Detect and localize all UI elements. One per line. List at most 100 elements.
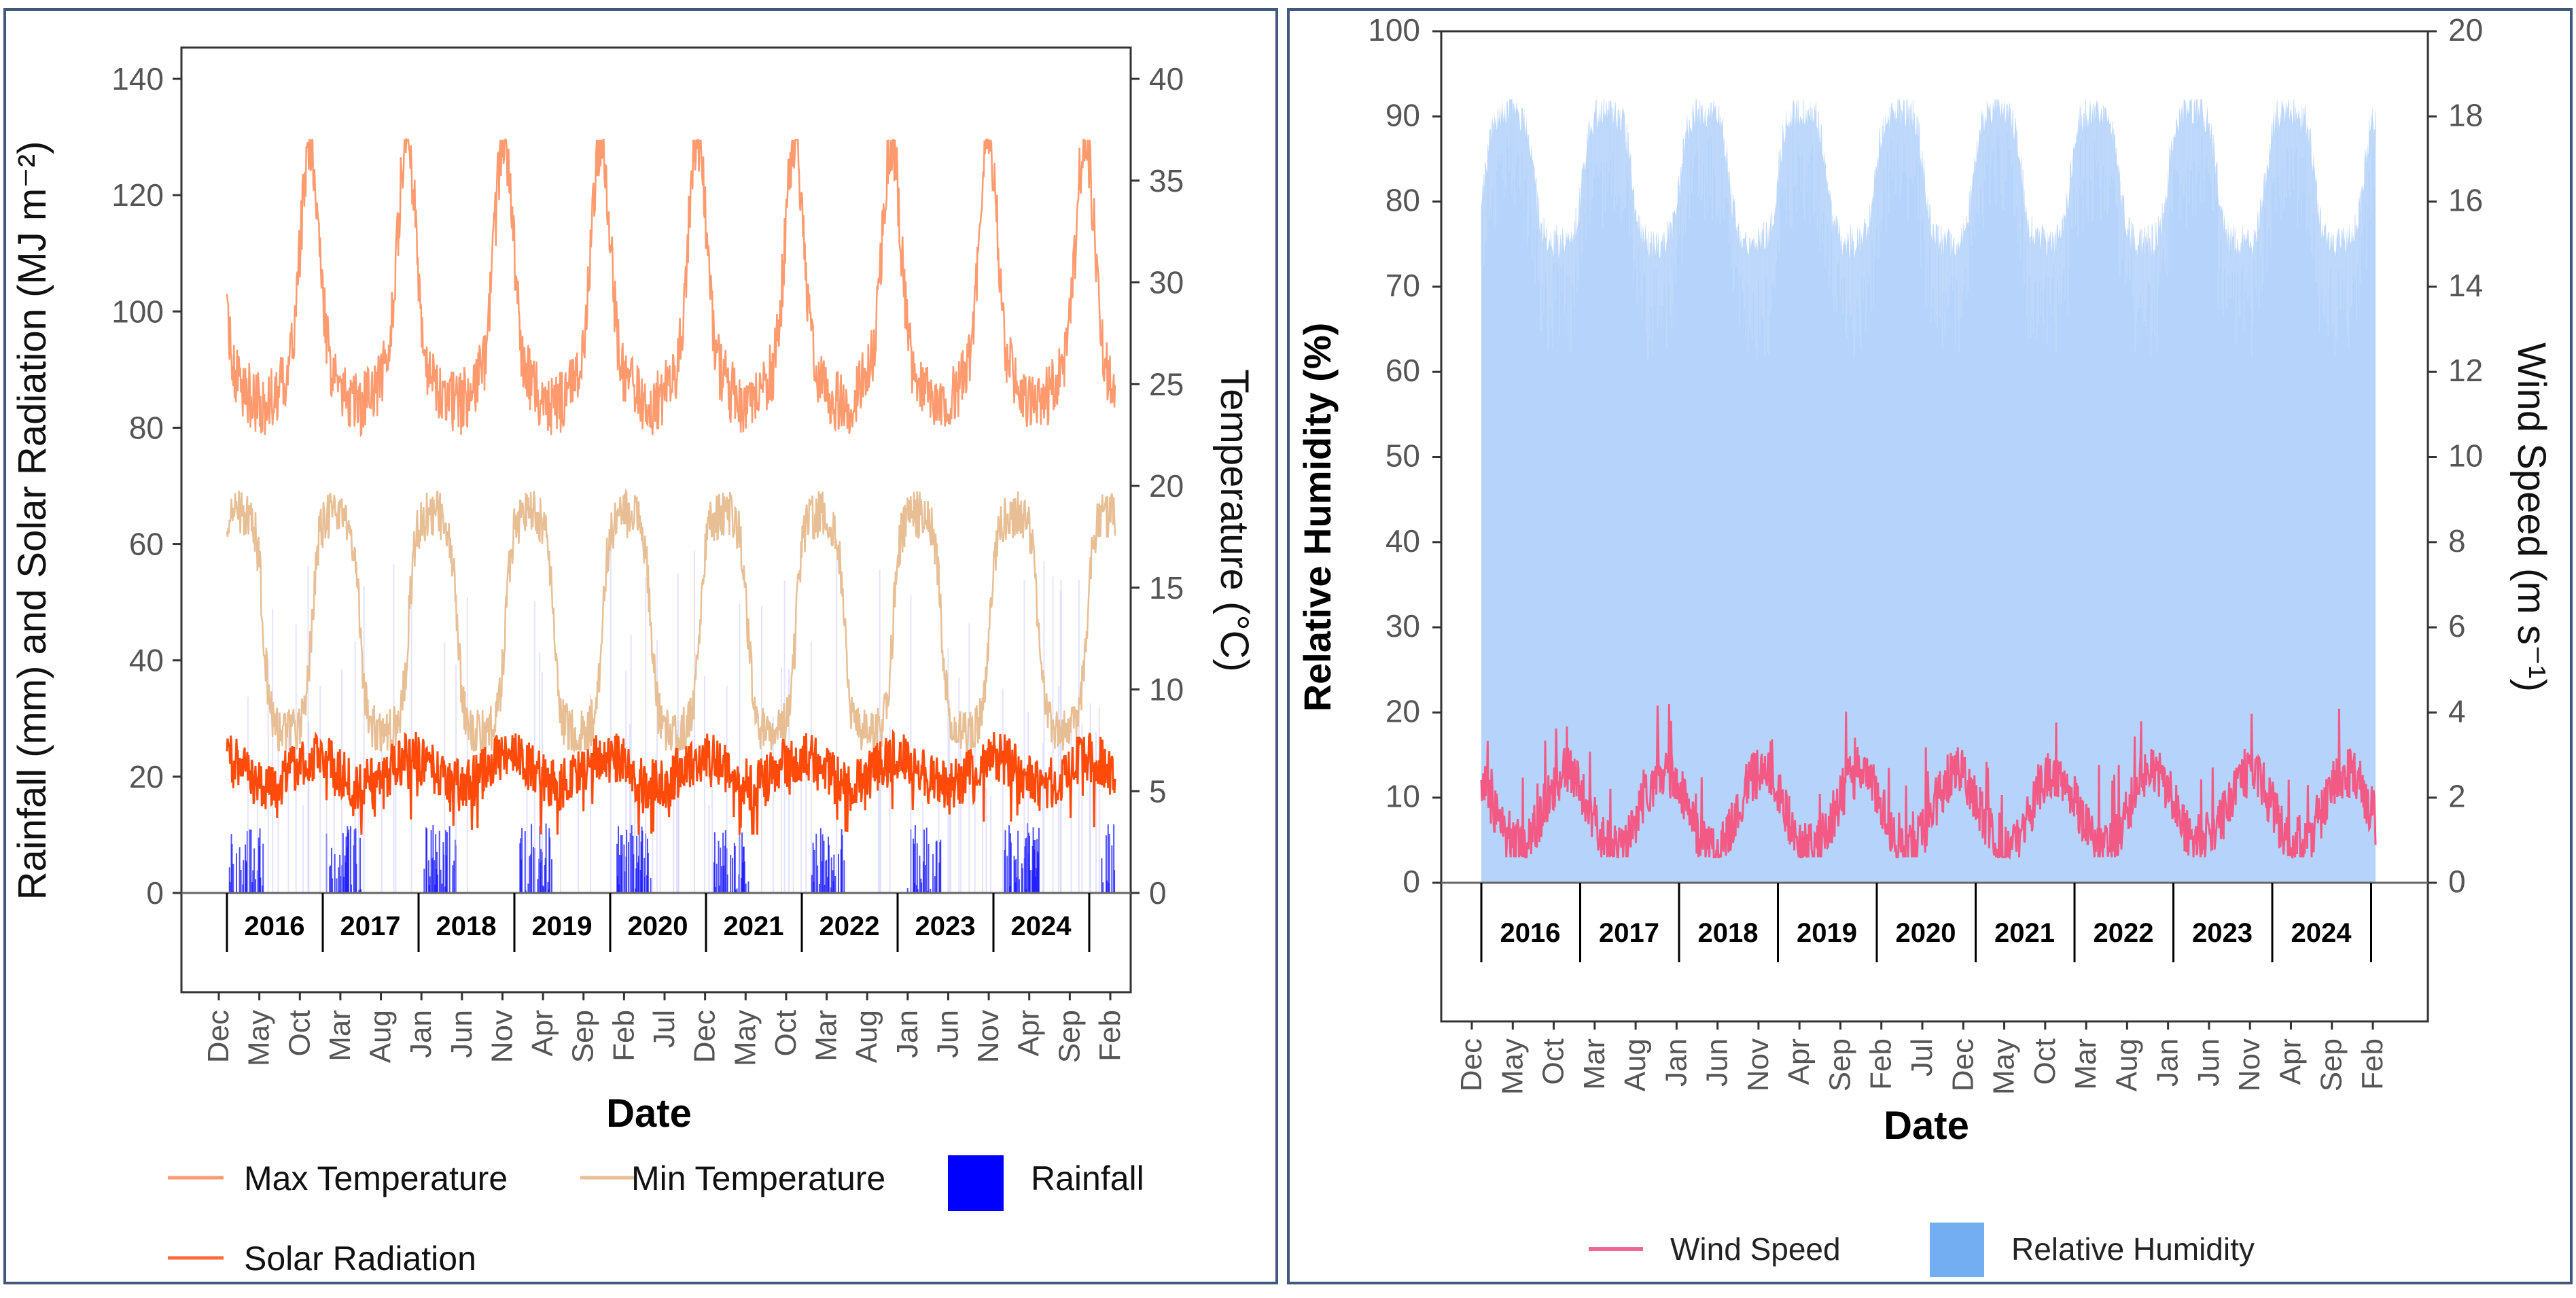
x-tick-label: Jan [404,1010,438,1058]
x-tick-label: Feb [1865,1038,1898,1090]
x-tick-label: Mar [810,1010,843,1062]
x-tick-label: Jul [648,1010,681,1048]
x-tick-label: Nov [1742,1038,1775,1091]
left-ytick-label: 60 [129,527,164,562]
wind-ytick-label: 4 [2448,693,2466,729]
year-label: 2017 [340,911,401,941]
wind-ytick-label: 0 [2448,864,2466,899]
x-tick-label: Aug [2110,1038,2143,1091]
legend-label-max-temperature: Max Temperature [244,1159,508,1197]
year-label: 2020 [628,911,688,941]
rh-ytick-label: 100 [1368,12,1420,48]
year-label: 2018 [436,911,497,941]
max-temperature-line [226,137,1116,438]
x-tick-label: Jun [2192,1038,2225,1087]
left-chart-panel: 0 20 40 60 80 100 120 140 0 5 10 15 20 25 30 35 40 2016… [3,8,1278,1284]
x-axis-title: Date [1884,1104,1969,1148]
x-tick-label: Apr [2274,1038,2307,1085]
x-tick-label: Feb [1093,1010,1127,1062]
x-axis-title: Date [606,1091,692,1136]
wind-axis-title: Wind Speed (m s⁻¹) [2509,343,2554,692]
rh-ytick-label: 0 [1402,864,1420,899]
x-tick-labels: Dec May Oct Mar Aug Jan Jun Nov Apr Sep Feb Jul Dec M… [1455,1021,2389,1095]
x-tick-label: Aug [1619,1038,1652,1091]
x-tick-label: Apr [1012,1010,1046,1056]
x-tick-label: Jun [931,1010,964,1058]
right-ytick-label: 0 [1149,875,1167,911]
x-tick-label: Dec [202,1010,235,1063]
legend-label-solar-radiation: Solar Radiation [244,1240,476,1278]
x-tick-label: Sep [567,1010,600,1063]
x-tick-label: Jun [1701,1038,1734,1087]
x-tick-label: May [728,1010,762,1066]
right-y-axis-title: Temperature (°C) [1212,369,1256,671]
wind-ytick-label: 12 [2448,353,2483,388]
year-label: 2023 [915,911,976,941]
x-tick-label: Jan [891,1010,924,1058]
x-tick-label: Oct [1537,1038,1570,1085]
legend-swatch-relative-humidity [1930,1223,1984,1277]
x-tick-label: Mar [323,1010,357,1062]
rh-ytick-label: 10 [1386,779,1420,814]
x-tick-labels: Dec May Oct Mar Aug Jan Jun Nov Apr Sep Feb Jul Dec M… [202,992,1127,1066]
x-tick-label: Apr [1782,1038,1816,1085]
wind-speed-series [1480,703,2377,860]
legend-label-min-temperature: Min Temperature [631,1159,885,1197]
left-plot-frame [180,46,1132,994]
x-tick-label: May [243,1010,276,1066]
left-ytick-label: 80 [129,410,164,445]
rh-ytick-label: 30 [1386,608,1420,644]
legend-label-wind-speed: Wind Speed [1670,1231,1841,1267]
left-ytick-label: 20 [129,759,164,794]
min-temperature-series [226,488,1116,754]
year-labels: 2016 2017 2018 2019 2020 2021 2022 2023 2024 [226,893,1091,952]
x-tick-label: Jan [2151,1038,2185,1087]
right-ytick-label: 15 [1149,570,1184,606]
right-axis-ticks: 0 5 10 15 20 25 30 35 40 [1131,61,1184,911]
x-tick-label: Feb [2356,1038,2389,1090]
wind-ytick-label: 16 [2448,183,2483,218]
x-tick-label: Dec [1946,1038,1979,1091]
x-tick-label: May [1496,1038,1529,1095]
rh-ytick-label: 90 [1386,97,1420,133]
year-label: 2022 [2094,918,2154,948]
x-tick-label: Oct [769,1010,802,1056]
left-axis-ticks: 0 20 40 60 80 100 120 140 [111,61,181,911]
solar-radiation-series [226,729,1116,835]
left-y-axis-title: Rainfall (mm) and Solar Radiation (MJ m⁻… [10,141,54,900]
rh-ytick-label: 50 [1386,438,1420,474]
wind-ytick-label: 18 [2448,97,2483,133]
relative-humidity-series [1481,99,2376,883]
legend-label-relative-humidity: Relative Humidity [2011,1231,2255,1267]
wind-ytick-label: 2 [2448,779,2466,814]
left-ytick-label: 40 [129,643,164,678]
x-tick-label: Aug [364,1010,398,1063]
x-tick-label: Feb [607,1010,640,1062]
year-label: 2024 [2291,918,2352,948]
x-tick-label: Apr [526,1010,559,1056]
legend-label-rainfall: Rainfall [1031,1159,1144,1197]
x-tick-label: Jul [1905,1038,1939,1076]
wind-ytick-label: 20 [2448,12,2483,48]
x-tick-label: Jun [445,1010,478,1058]
year-label: 2021 [1994,918,2055,948]
rh-ytick-label: 20 [1386,693,1420,729]
x-tick-label: Dec [688,1010,722,1063]
rh-ytick-label: 40 [1386,523,1420,559]
year-label: 2019 [532,911,593,941]
right-ytick-label: 20 [1149,468,1184,504]
right-legend: Wind Speed Relative Humidity [1589,1223,2255,1277]
legend-swatch-rainfall [948,1155,1004,1211]
year-label: 2016 [245,911,305,941]
x-tick-label: Sep [2315,1038,2348,1091]
right-ytick-label: 40 [1149,61,1184,97]
right-chart: 0 10 20 30 40 50 60 70 80 90 100 0 2 4 6 8 10 12 14 16 18 20… [1296,12,2554,1277]
max-temperature-series [226,137,1116,438]
left-legend: Max Temperature Min Temperature Rainfall… [168,1155,1144,1278]
x-tick-label: Sep [1823,1038,1856,1091]
right-ytick-label: 10 [1149,672,1184,707]
x-tick-label: Mar [2069,1038,2102,1090]
year-label: 2016 [1500,918,1561,948]
left-ytick-label: 140 [111,61,164,97]
right-ytick-label: 5 [1149,773,1167,809]
